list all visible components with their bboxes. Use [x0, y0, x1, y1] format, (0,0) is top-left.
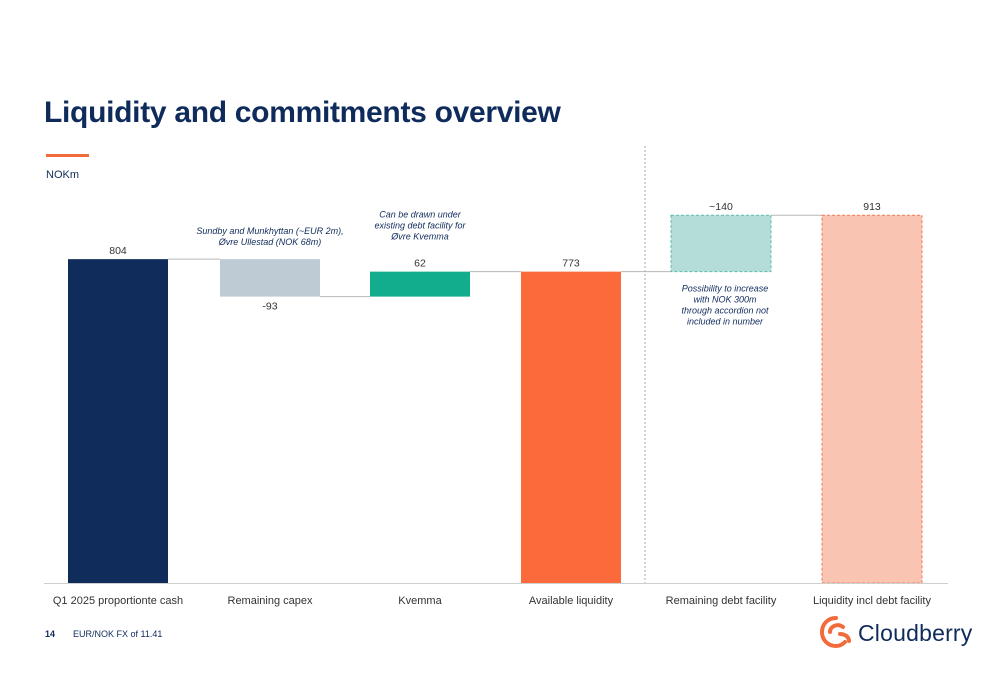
- brand-name: Cloudberry: [858, 620, 973, 646]
- annotation-text: Øvre Kvemma: [390, 232, 449, 242]
- annotation-text: with NOK 300m: [693, 295, 757, 305]
- value-label: 913: [863, 201, 881, 213]
- page-title: Liquidity and commitments overview: [44, 96, 561, 129]
- bar-liquidity-incl-debt-facility: [821, 214, 923, 584]
- footer-note: EUR/NOK FX of 11.41: [73, 629, 163, 639]
- x-tick-label: Remaining capex: [228, 595, 313, 607]
- page-number: 14: [45, 629, 56, 639]
- title-underline: [46, 154, 89, 157]
- value-label: -93: [262, 301, 277, 313]
- annotation-text: Øvre Ullestad (NOK 68m): [218, 237, 322, 247]
- bar-remaining-debt-facility: [670, 214, 772, 273]
- annotation-text: included in number: [687, 317, 764, 327]
- annotation-text: existing debt facility for: [374, 221, 466, 231]
- annotation-text: through accordion not: [681, 306, 769, 316]
- annotation-text: Sundby and Munkhyttan (~EUR 2m),: [196, 226, 343, 236]
- bar-q1-2025-proportionte-cash: [68, 259, 168, 583]
- value-label: ~140: [709, 201, 733, 213]
- annotation-text: Possibility to increase: [682, 284, 769, 294]
- bar-remaining-capex: [220, 259, 320, 297]
- x-tick-label: Liquidity incl debt facility: [813, 595, 932, 607]
- x-tick-label: Available liquidity: [529, 595, 614, 607]
- cloudberry-logo-icon: [819, 616, 851, 649]
- x-tick-label: Kvemma: [398, 595, 442, 607]
- unit-label: NOKm: [46, 169, 79, 181]
- bar-kvemma: [370, 271, 470, 297]
- value-label: 804: [109, 245, 127, 257]
- value-label: 62: [414, 258, 426, 270]
- value-label: 773: [562, 258, 580, 270]
- x-tick-label: Q1 2025 proportionte cash: [53, 595, 183, 607]
- annotation-text: Can be drawn under: [379, 210, 462, 220]
- bar-available-liquidity: [521, 271, 621, 583]
- x-tick-label: Remaining debt facility: [666, 595, 777, 607]
